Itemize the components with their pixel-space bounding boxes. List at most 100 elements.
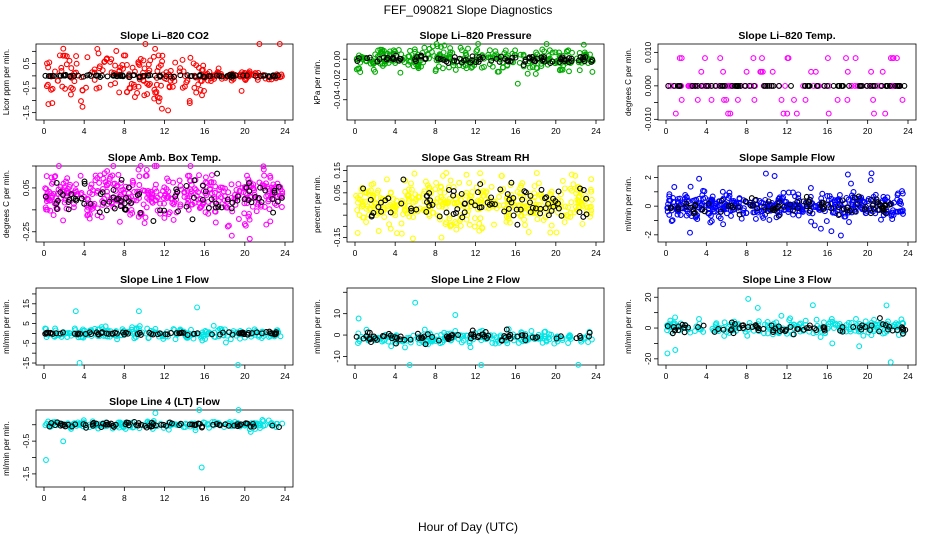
data-point xyxy=(355,340,361,347)
data-point xyxy=(201,87,207,94)
data-point xyxy=(463,171,470,178)
data-point xyxy=(392,204,399,211)
data-point xyxy=(70,204,77,211)
data-point xyxy=(821,82,828,89)
x-tick-label: 24 xyxy=(280,493,290,503)
data-point xyxy=(216,72,223,79)
data-point xyxy=(542,195,548,202)
data-point xyxy=(159,52,166,59)
data-point xyxy=(834,96,841,103)
data-point xyxy=(509,50,516,57)
x-tick-label: 0 xyxy=(353,248,358,258)
data-point xyxy=(568,199,575,206)
data-point xyxy=(187,73,194,80)
data-point xyxy=(96,84,103,91)
data-point xyxy=(448,334,455,341)
data-point xyxy=(274,180,281,187)
data-point xyxy=(561,185,568,192)
data-point xyxy=(525,229,532,235)
data-point xyxy=(392,48,398,55)
data-point xyxy=(532,58,539,65)
y-tick-label: 0.5 xyxy=(21,57,31,69)
data-point xyxy=(867,327,873,334)
data-point xyxy=(386,221,393,228)
data-point xyxy=(668,218,675,224)
data-point xyxy=(429,334,436,340)
data-point xyxy=(44,60,50,67)
data-point xyxy=(402,207,409,214)
data-point xyxy=(858,326,865,333)
data-point xyxy=(134,192,141,199)
data-point xyxy=(51,73,57,80)
data-point xyxy=(843,55,849,62)
data-point xyxy=(477,170,484,177)
data-point xyxy=(676,55,683,62)
data-point xyxy=(855,193,862,200)
data-point xyxy=(81,327,88,334)
data-point xyxy=(54,197,61,204)
data-point xyxy=(164,175,171,182)
data-point xyxy=(461,200,468,207)
y-tick-label: -0.5 xyxy=(21,81,31,96)
data-point xyxy=(853,316,859,322)
data-point xyxy=(811,325,818,332)
data-point xyxy=(405,53,412,60)
data-point xyxy=(184,172,191,179)
data-point xyxy=(856,343,863,350)
data-point xyxy=(883,302,890,309)
data-point xyxy=(485,51,492,58)
data-point xyxy=(145,72,152,79)
data-point xyxy=(120,65,126,72)
data-point xyxy=(552,198,559,205)
y-tick-label: 0.010 xyxy=(643,41,653,63)
data-point xyxy=(274,198,281,205)
data-point xyxy=(439,65,446,72)
data-point xyxy=(98,72,105,79)
data-point xyxy=(378,199,384,206)
data-point xyxy=(465,45,471,52)
data-point xyxy=(136,182,143,188)
data-point xyxy=(77,330,84,337)
data-point xyxy=(84,212,91,219)
data-point xyxy=(183,203,190,210)
data-point xyxy=(756,198,763,204)
data-point xyxy=(74,331,81,338)
data-point xyxy=(526,54,533,61)
data-point xyxy=(585,339,592,346)
data-point xyxy=(179,84,186,91)
data-point xyxy=(266,188,273,195)
data-point xyxy=(508,179,515,186)
data-point xyxy=(852,55,859,62)
data-point xyxy=(161,207,168,214)
data-point xyxy=(808,68,815,75)
data-point xyxy=(521,216,528,223)
data-point xyxy=(496,194,502,200)
panel-7: Slope Line 2 Flow ml/min per min. 0 4 8 12 16 2… xyxy=(313,274,605,381)
data-point xyxy=(136,173,143,180)
data-point xyxy=(135,83,142,90)
data-point xyxy=(817,225,824,232)
data-point xyxy=(212,208,219,215)
data-point xyxy=(101,195,108,202)
data-point xyxy=(762,170,769,177)
data-point xyxy=(755,318,762,325)
data-point xyxy=(588,336,595,343)
data-point xyxy=(468,199,475,205)
data-point xyxy=(484,335,490,341)
data-point xyxy=(856,196,863,203)
data-point xyxy=(398,200,405,207)
data-point xyxy=(389,335,396,342)
data-point xyxy=(745,295,752,302)
data-point xyxy=(73,53,80,60)
data-point xyxy=(747,201,754,208)
data-point xyxy=(165,211,172,217)
data-point xyxy=(828,316,835,322)
data-point xyxy=(130,179,137,186)
data-point xyxy=(235,407,242,413)
data-point xyxy=(744,332,751,339)
data-point xyxy=(806,196,813,203)
data-point xyxy=(870,205,877,212)
data-point xyxy=(174,189,181,195)
data-point xyxy=(586,333,592,340)
data-point xyxy=(576,209,583,216)
